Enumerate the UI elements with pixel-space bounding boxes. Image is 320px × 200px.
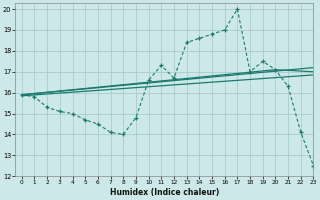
- X-axis label: Humidex (Indice chaleur): Humidex (Indice chaleur): [110, 188, 219, 197]
